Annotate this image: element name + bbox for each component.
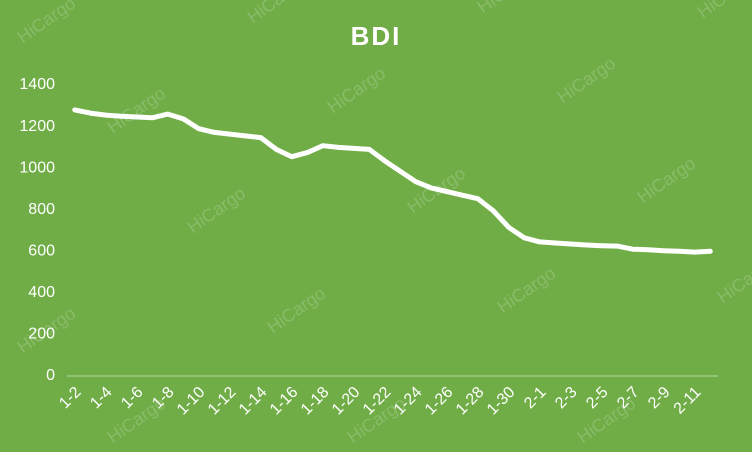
watermark: HiCargo: [264, 283, 330, 337]
y-tick-label: 1400: [19, 76, 55, 93]
watermark: HiCargo: [104, 83, 170, 137]
x-tick-label: 1-26: [422, 384, 457, 419]
watermark: HiCargo: [494, 263, 560, 317]
x-tick-label: 1-10: [174, 384, 209, 419]
x-tick-label: 2-1: [521, 384, 549, 412]
x-tick-label: 1-30: [484, 384, 519, 419]
watermark: HiCargo: [244, 0, 310, 27]
x-tick-label: 2-3: [552, 384, 580, 412]
watermark: HiCargo: [714, 253, 752, 307]
x-tick-label: 2-9: [645, 384, 673, 412]
y-tick-label: 800: [28, 201, 55, 218]
series-line: [72, 107, 713, 255]
watermark: HiCargo: [554, 53, 620, 107]
x-tick-label: 1-2: [56, 384, 84, 412]
x-tick-label: 1-18: [298, 384, 333, 419]
y-tick-label: 1000: [19, 159, 55, 176]
y-tick-label: 400: [28, 284, 55, 301]
watermark: HiCargo: [634, 153, 700, 207]
watermark: HiCargo: [324, 63, 390, 117]
y-tick-label: 200: [28, 326, 55, 343]
x-tick-label: 1-12: [205, 384, 240, 419]
x-tick-label: 2-11: [671, 384, 705, 418]
y-tick-label: 600: [28, 243, 55, 260]
x-tick-label: 1-14: [236, 384, 271, 419]
chart-title: BDI: [351, 21, 402, 51]
x-tick-label: 1-20: [329, 384, 364, 419]
watermark: HiCargo: [474, 0, 540, 17]
x-tick-label: 1-4: [87, 384, 115, 412]
watermark: HiCargo: [14, 0, 80, 47]
watermark: HiCargo: [184, 183, 250, 237]
x-tick-label: 1-28: [453, 384, 488, 419]
y-tick-label: 1200: [19, 118, 55, 135]
x-tick-label: 1-16: [267, 384, 302, 419]
watermark: HiCargo: [694, 0, 752, 22]
y-tick-label: 0: [46, 367, 55, 384]
